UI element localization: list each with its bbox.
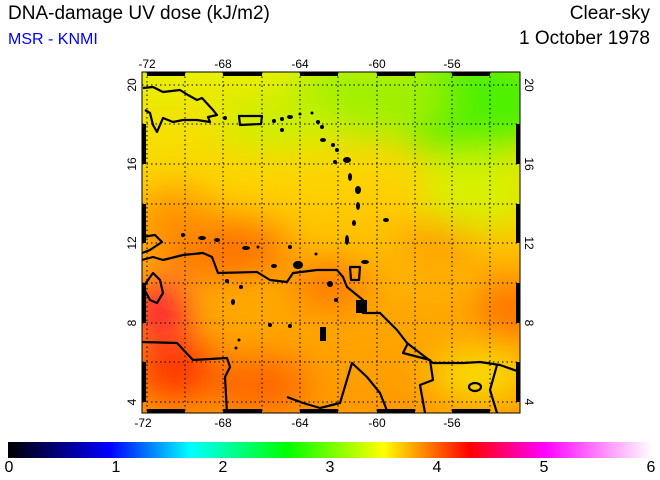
colorbar-label: 5 — [539, 459, 549, 476]
lat-tick-label: 12 — [522, 236, 536, 250]
date-label: 1 October 1978 — [519, 28, 650, 49]
lon-tick-label: -68 — [214, 416, 232, 430]
map-title: DNA-damage UV dose (kJ/m2) — [8, 3, 270, 24]
colorbar — [8, 442, 652, 458]
coastlines — [142, 85, 520, 413]
colorbar-label: 2 — [218, 459, 228, 476]
lon-tick-label: -68 — [214, 57, 232, 71]
colorbar-label: 1 — [111, 459, 121, 476]
source-label: MSR - KNMI — [8, 31, 98, 48]
lat-labels-left: 20 16 12 8 4 — [125, 78, 139, 405]
lat-tick-label: 4 — [125, 398, 139, 405]
lat-tick-label: 16 — [125, 157, 139, 171]
lat-tick-label: 4 — [522, 399, 536, 406]
dose-field — [142, 72, 520, 413]
lat-tick-label: 12 — [125, 236, 139, 250]
lon-tick-label: -72 — [138, 57, 156, 71]
lon-labels-top: -72 -68 -64 -60 -56 — [138, 57, 461, 71]
map-frame — [141, 71, 521, 414]
islands — [181, 111, 389, 350]
colorbar-label: 6 — [646, 459, 656, 476]
lat-tick-label: 16 — [522, 157, 536, 171]
lat-tick-label: 20 — [522, 78, 536, 92]
lon-tick-label: -56 — [443, 416, 461, 430]
lat-tick-label: 20 — [125, 78, 139, 92]
grid-lines — [142, 72, 520, 413]
lon-tick-label: -64 — [291, 416, 309, 430]
colorbar-label: 3 — [325, 459, 335, 476]
sky-condition-label: Clear-sky — [569, 3, 650, 24]
lat-labels-right: 20 16 12 8 4 — [522, 78, 536, 405]
colorbar-label: 0 — [4, 459, 14, 476]
lon-tick-label: -60 — [368, 416, 386, 430]
lat-tick-label: 8 — [522, 320, 536, 327]
uv-dose-map: -72 -68 -64 -60 -56 -72 -68 -64 -60 -56 … — [125, 57, 536, 430]
lon-tick-label: -60 — [368, 57, 386, 71]
colorbar-label: 4 — [432, 459, 442, 476]
lon-tick-label: -64 — [291, 57, 309, 71]
lon-labels-bottom: -72 -68 -64 -60 -56 — [134, 416, 461, 430]
lon-tick-label: -56 — [443, 57, 461, 71]
lat-tick-label: 8 — [125, 319, 139, 326]
lon-tick-label: -72 — [134, 416, 152, 430]
